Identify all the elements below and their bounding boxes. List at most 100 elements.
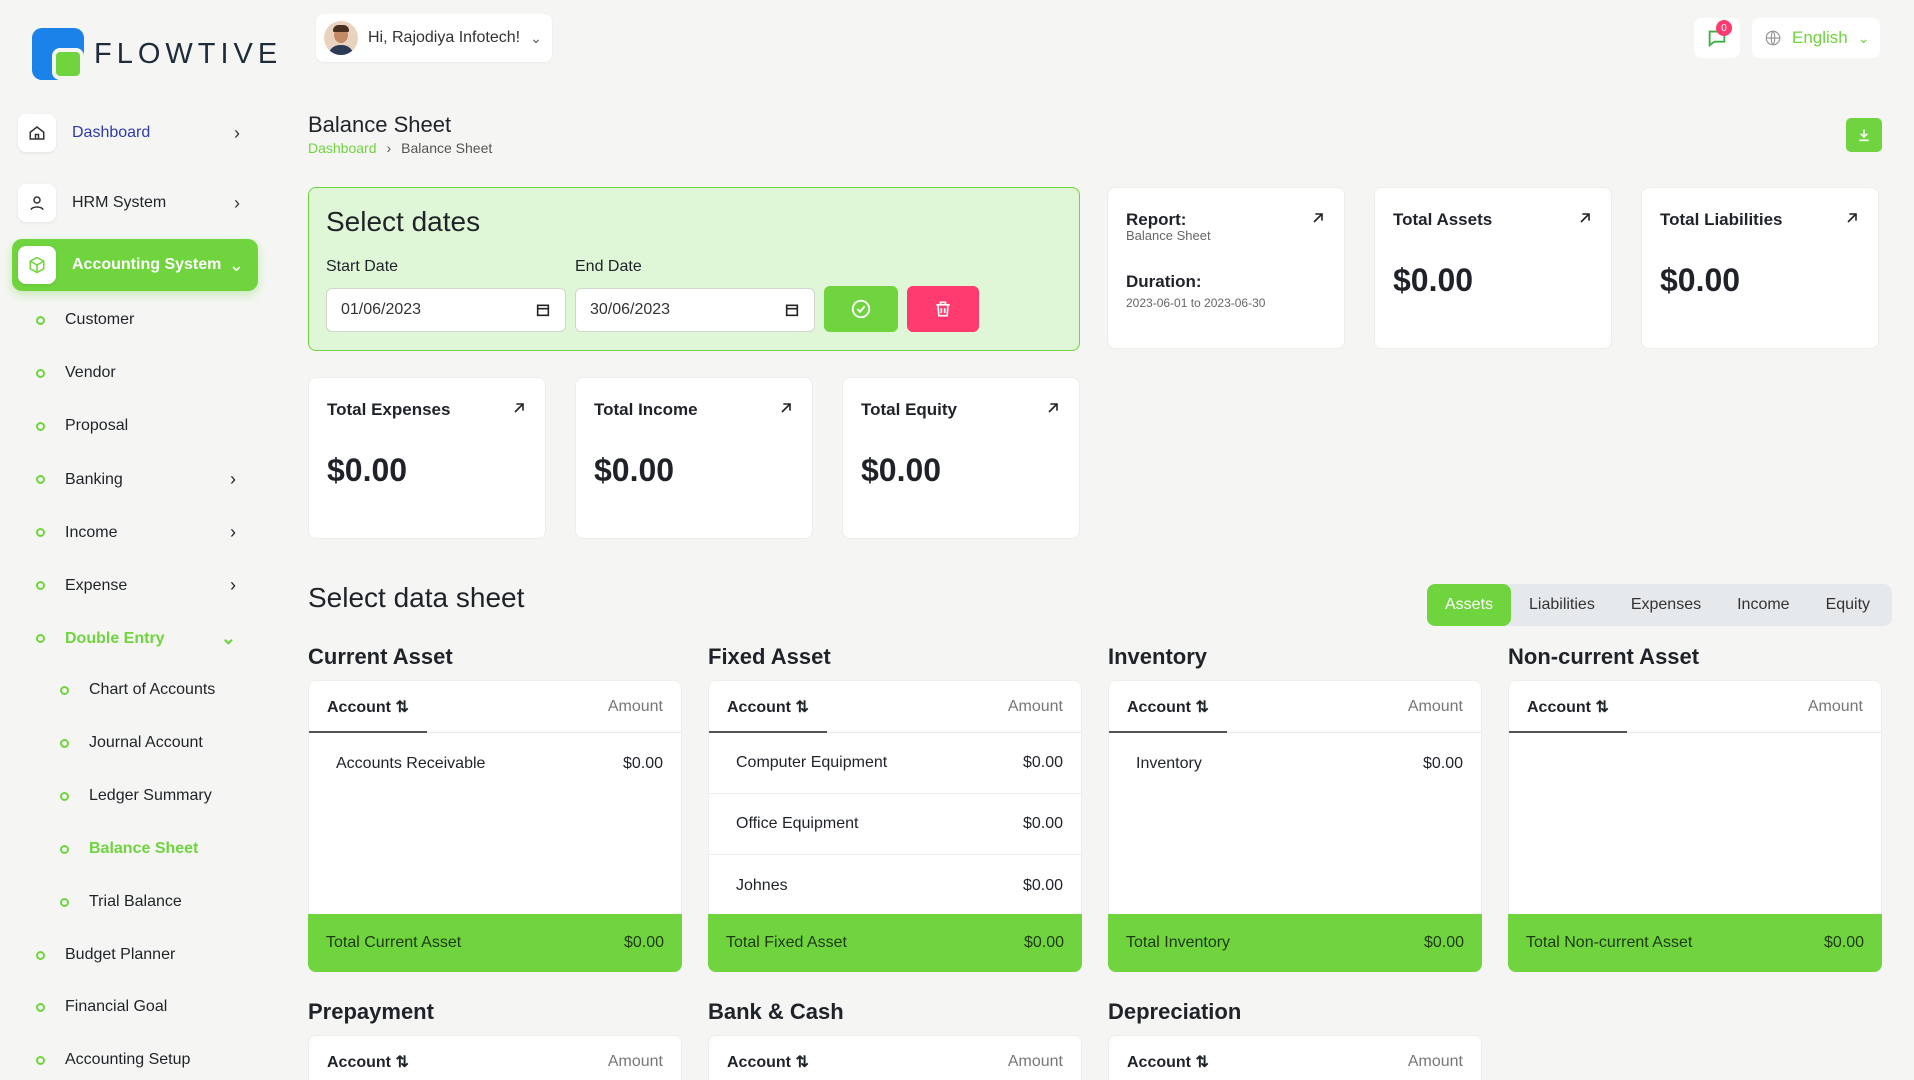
section-title: Current Asset bbox=[308, 644, 453, 669]
sidebar-item-banking[interactable]: Banking › bbox=[36, 469, 246, 490]
tab-equity[interactable]: Equity bbox=[1825, 596, 1871, 613]
arrow-up-right-icon[interactable] bbox=[1577, 210, 1593, 226]
breadcrumb-dashboard[interactable]: Dashboard bbox=[308, 140, 377, 156]
datasheet-tabs: Assets Liabilities Expenses Income Equit… bbox=[1427, 584, 1893, 626]
row-account: Johnes bbox=[736, 876, 788, 894]
clear-filter-button[interactable] bbox=[907, 286, 979, 332]
chevron-right-icon: › bbox=[230, 469, 236, 489]
arrow-up-right-icon[interactable] bbox=[1844, 210, 1860, 226]
language-selector[interactable]: English ⌄ bbox=[1752, 18, 1880, 58]
sidebar-item-customer[interactable]: Customer bbox=[36, 311, 246, 329]
report-name: Balance Sheet bbox=[1126, 228, 1211, 243]
sidebar-item-accounting[interactable]: Accounting System ⌄ bbox=[12, 239, 258, 291]
chevron-right-icon: › bbox=[230, 575, 236, 595]
sidebar-item-income[interactable]: Income › bbox=[36, 522, 246, 543]
calendar-icon bbox=[785, 304, 799, 317]
row-account: Accounts Receivable bbox=[336, 754, 486, 772]
bullet-icon bbox=[60, 685, 69, 695]
user-menu[interactable]: Hi, Rajodiya Infotech! ⌄ bbox=[316, 14, 552, 62]
sidebar-item-expense[interactable]: Expense › bbox=[36, 575, 246, 596]
sidebar-item-ledger-summary[interactable]: Ledger Summary bbox=[60, 787, 240, 805]
sidebar-item-proposal[interactable]: Proposal bbox=[36, 417, 246, 435]
end-date-value: 30/06/2023 bbox=[590, 301, 671, 318]
arrow-up-right-icon[interactable] bbox=[1045, 400, 1061, 416]
column-account[interactable]: Account ⇅ bbox=[327, 1053, 409, 1071]
column-account[interactable]: Account ⇅ bbox=[1527, 698, 1609, 716]
bullet-icon bbox=[60, 844, 69, 854]
sidebar-item-label: Ledger Summary bbox=[89, 787, 212, 804]
column-account[interactable]: Account ⇅ bbox=[1127, 1053, 1209, 1071]
table-header: Account ⇅ Amount bbox=[309, 681, 681, 733]
bullet-icon bbox=[60, 791, 69, 801]
table-row: Inventory $0.00 bbox=[1109, 733, 1481, 794]
avatar bbox=[324, 21, 358, 55]
column-amount: Amount bbox=[1807, 697, 1863, 715]
table-header: Account ⇅ Amount bbox=[1509, 681, 1881, 733]
depreciation-table: Account ⇅ Amount bbox=[1108, 1035, 1482, 1080]
bullet-icon bbox=[36, 315, 45, 325]
tab-income[interactable]: Income bbox=[1737, 596, 1790, 613]
end-date-label: End Date bbox=[575, 258, 642, 275]
column-account[interactable]: Account ⇅ bbox=[1127, 698, 1209, 716]
column-amount: Amount bbox=[1407, 697, 1463, 715]
sidebar-item-vendor[interactable]: Vendor bbox=[36, 364, 246, 382]
stat-value: $0.00 bbox=[861, 452, 942, 488]
column-account[interactable]: Account ⇅ bbox=[327, 698, 409, 716]
sidebar-item-financial-goal[interactable]: Financial Goal bbox=[36, 998, 246, 1016]
download-button[interactable] bbox=[1846, 118, 1882, 152]
report-label: Report: bbox=[1126, 210, 1187, 229]
stat-title: Total Assets bbox=[1393, 210, 1493, 229]
notification-button[interactable]: 0 bbox=[1694, 18, 1740, 58]
sidebar-item-label: HRM System bbox=[72, 194, 167, 211]
arrow-up-right-icon[interactable] bbox=[1310, 210, 1326, 226]
bank-cash-table: Account ⇅ Amount bbox=[708, 1035, 1082, 1080]
total-equity-card: Total Equity $0.00 bbox=[842, 377, 1080, 539]
table-total: Total Current Asset $0.00 bbox=[308, 914, 682, 972]
greeting-text: Hi, Rajodiya Infotech! bbox=[368, 29, 521, 46]
row-account: Computer Equipment bbox=[736, 754, 888, 771]
total-liabilities-card: Total Liabilities $0.00 bbox=[1641, 187, 1879, 349]
sidebar-item-label: Balance Sheet bbox=[89, 840, 199, 857]
start-date-input[interactable]: 01/06/2023 bbox=[326, 288, 566, 332]
sidebar-item-budget-planner[interactable]: Budget Planner bbox=[36, 946, 246, 964]
breadcrumb: Dashboard › Balance Sheet bbox=[308, 140, 492, 156]
date-filter-heading: Select dates bbox=[326, 206, 481, 237]
table-header: Account ⇅ Amount bbox=[1109, 681, 1481, 733]
date-filter-card: Select dates Start Date End Date 01/06/2… bbox=[308, 187, 1080, 351]
breadcrumb-current: Balance Sheet bbox=[401, 140, 493, 156]
table-total: Total Fixed Asset $0.00 bbox=[708, 914, 1082, 972]
arrow-up-right-icon[interactable] bbox=[778, 400, 794, 416]
sidebar-item-journal-account[interactable]: Journal Account bbox=[60, 734, 240, 752]
sidebar-item-double-entry[interactable]: Double Entry ⌄ bbox=[36, 628, 246, 649]
arrow-up-right-icon[interactable] bbox=[511, 400, 527, 416]
bullet-icon bbox=[60, 897, 69, 907]
tab-assets[interactable]: Assets bbox=[1427, 584, 1512, 626]
column-account[interactable]: Account ⇅ bbox=[727, 698, 809, 716]
sidebar-item-accounting-setup[interactable]: Accounting Setup bbox=[36, 1051, 246, 1069]
bullet-icon bbox=[36, 475, 45, 484]
sidebar-item-dashboard[interactable]: Dashboard › bbox=[18, 110, 254, 156]
table-row: Accounts Receivable $0.00 bbox=[309, 733, 681, 794]
brand-logo[interactable]: FLOWTIVE bbox=[32, 28, 282, 80]
bullet-icon bbox=[36, 581, 45, 590]
stat-title: Total Equity bbox=[861, 400, 958, 419]
sidebar-item-chart-of-accounts[interactable]: Chart of Accounts bbox=[60, 681, 240, 699]
row-amount: $0.00 bbox=[1022, 754, 1063, 771]
tab-expenses[interactable]: Expenses bbox=[1630, 596, 1702, 613]
sidebar-item-hrm[interactable]: HRM System › bbox=[18, 180, 254, 226]
stat-value: $0.00 bbox=[1660, 262, 1741, 298]
column-account[interactable]: Account ⇅ bbox=[727, 1053, 809, 1071]
total-label: Total Current Asset bbox=[326, 934, 462, 951]
apply-filter-button[interactable] bbox=[824, 286, 898, 332]
sidebar-item-label: Customer bbox=[65, 311, 135, 328]
user-icon bbox=[18, 184, 56, 222]
end-date-input[interactable]: 30/06/2023 bbox=[575, 288, 815, 332]
row-amount: $0.00 bbox=[1022, 876, 1063, 894]
sidebar-item-label: Journal Account bbox=[89, 734, 203, 751]
sidebar-item-balance-sheet[interactable]: Balance Sheet bbox=[60, 840, 240, 858]
sidebar-item-label: Accounting Setup bbox=[65, 1051, 191, 1068]
sidebar-item-trial-balance[interactable]: Trial Balance bbox=[60, 893, 240, 911]
tab-liabilities[interactable]: Liabilities bbox=[1529, 596, 1595, 613]
total-label: Total Fixed Asset bbox=[726, 934, 847, 951]
row-amount: $0.00 bbox=[622, 754, 663, 772]
